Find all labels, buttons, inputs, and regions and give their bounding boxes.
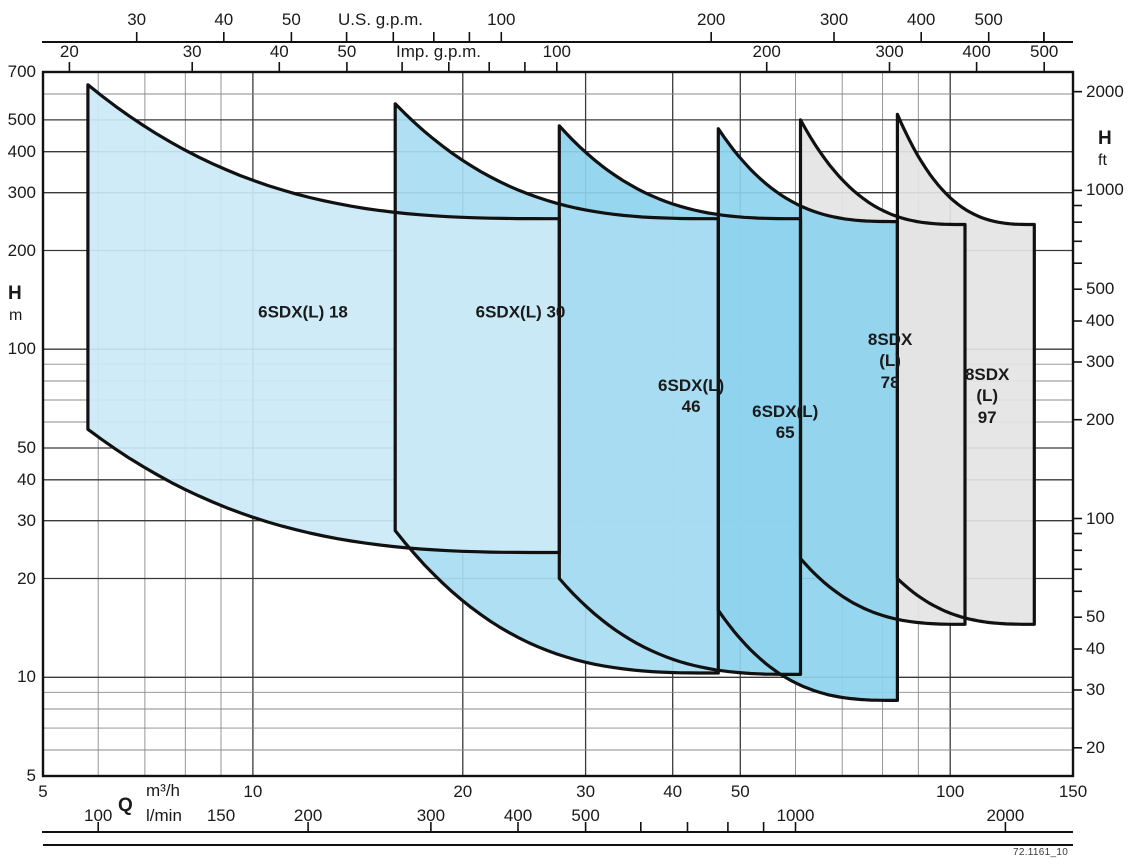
bottom-axis-m3h-tick-label: 30 [576, 782, 596, 801]
left-axis-tick-label: 700 [7, 62, 36, 81]
top-axis-us-tick-label: 100 [487, 10, 516, 29]
left-axis-tick-label: 50 [17, 438, 36, 457]
bottom-axis-m3h-tick-label: 20 [453, 782, 473, 801]
bottom-axis-name: Q [118, 795, 133, 816]
right-axis-tick-label: 100 [1086, 508, 1115, 528]
top-axis-imp-tick-label: 30 [182, 42, 202, 61]
top-axis-imp-tick-label: 300 [875, 42, 904, 61]
bottom-axis-lmin-unit-label: l/min [146, 806, 182, 825]
top-axis-imp-tick-label: 20 [59, 42, 79, 61]
bottom-axis-lmin-tick-label: 2000 [986, 806, 1025, 825]
region-label: 6SDX(L) 46 [658, 375, 725, 416]
bottom-axis-m3h-tick-label: 40 [663, 782, 683, 801]
region-label: 8SDX (L) 78 [867, 330, 913, 392]
top-axis-imp-tick-label: 40 [269, 42, 289, 61]
region-label: 6SDX(L) 65 [752, 401, 819, 442]
left-axis-tick-label: 30 [17, 510, 36, 530]
bottom-axis-m3h-tick-label: 5 [38, 782, 48, 801]
right-axis-tick-label: 2000 [1086, 81, 1124, 101]
left-axis-tick-label: 40 [17, 469, 36, 489]
bottom-axis-lmin-tick-label: 500 [571, 806, 600, 825]
right-axis-tick-label: 500 [1086, 279, 1115, 299]
right-axis-tick-label: 1000 [1086, 180, 1124, 200]
right-axis-tick-label: 30 [1086, 680, 1105, 699]
top-axis-imp-unit-label: Imp. g.p.m. [396, 42, 482, 61]
left-axis-name: H [8, 283, 22, 304]
left-axis-tick-label: 5 [26, 766, 36, 785]
top-axis-us-tick-label: 500 [974, 10, 1003, 29]
top-axis-imp-tick-label: 50 [337, 42, 357, 61]
right-axis-tick-label: 400 [1086, 311, 1115, 330]
bottom-axis-lmin-tick-label: 200 [293, 806, 323, 825]
top-axis-imp-tick-label: 100 [542, 42, 571, 61]
left-axis-tick-label: 20 [17, 568, 36, 588]
top-axis-us-tick-label: 300 [819, 10, 849, 29]
right-axis-name: H [1098, 128, 1112, 149]
bottom-axis-m3h-tick-label: 100 [936, 782, 965, 801]
right-axis-tick-label: 200 [1086, 409, 1115, 429]
top-axis-imp-tick-label: 500 [1030, 42, 1059, 61]
envelope-outline [895, 112, 1036, 626]
bottom-axis-lmin-tick-label: 150 [206, 806, 236, 825]
bottom-axis-m3h-tick-label: 150 [1058, 782, 1088, 801]
plot-frame [41, 70, 1075, 778]
left-axis-unit: m [9, 307, 23, 324]
left-axis-tick-label: 10 [17, 667, 36, 687]
top-axis-us-unit-label: U.S. g.p.m. [338, 10, 424, 29]
left-axis-tick-label: 500 [7, 109, 36, 129]
bottom-axis-lmin-tick-label: 400 [503, 806, 533, 825]
bottom-axis-m3h-tick-label: 10 [243, 782, 263, 801]
top-axis-us-tick-label: 400 [907, 10, 936, 29]
left-axis-tick-label: 400 [7, 141, 36, 161]
envelope-outline [798, 118, 967, 626]
envelope-outline [557, 124, 803, 676]
right-axis-tick-label: 40 [1086, 639, 1105, 658]
envelope-outline-layer [86, 83, 1036, 702]
envelope-outline [393, 102, 720, 675]
top-axis-imp-tick-label: 200 [752, 42, 781, 61]
envelope-outline [716, 127, 899, 702]
envelope-outline [86, 83, 561, 555]
bottom-axis-m3h-tick-label: 50 [730, 782, 750, 801]
bottom-axis-lmin-tick-label: 1000 [776, 806, 815, 825]
left-axis-tick-label: 200 [7, 240, 36, 260]
top-axis-imp-tick-label: 400 [962, 42, 991, 61]
right-axis-tick-label: 20 [1086, 737, 1105, 757]
left-axis-tick-label: 300 [7, 182, 36, 202]
footer-code: 72.1161_10 [1013, 847, 1069, 858]
region-label: 6SDX(L) 18 [258, 302, 348, 322]
region-label: 6SDX(L) 30 [475, 302, 566, 322]
top-axis-us-tick-label: 40 [214, 10, 234, 29]
left-axis-tick-label: 100 [7, 339, 36, 359]
right-axis-unit: ft [1098, 152, 1107, 169]
top-axis-us-tick-label: 50 [281, 10, 301, 29]
top-axis-us-tick-label: 200 [697, 10, 726, 29]
bottom-axis-m3h-unit-label: m³/h [146, 781, 180, 800]
bottom-axis-lmin-tick-label: 300 [416, 806, 446, 825]
envelope-fill [87, 84, 560, 553]
right-axis-tick-label: 50 [1086, 607, 1105, 627]
right-axis-tick-label: 300 [1086, 352, 1115, 371]
region-label: 8SDX (L) 97 [964, 365, 1010, 427]
bottom-axis-lmin-tick-label: 100 [84, 806, 113, 825]
envelope-fill-layer [87, 84, 1035, 701]
top-axis-us-tick-label: 30 [127, 10, 147, 29]
